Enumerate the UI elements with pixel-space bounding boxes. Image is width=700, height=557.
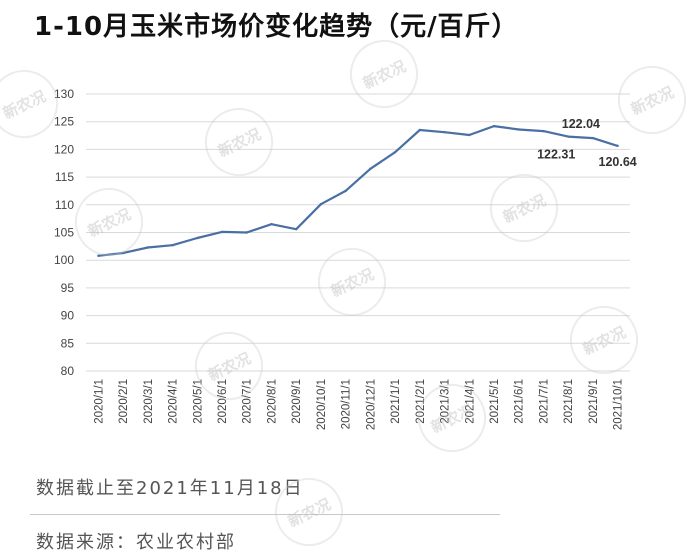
footer-divider [30, 514, 500, 515]
x-tick-label: 2020/10/1 [316, 379, 328, 430]
data-source-note: 数据来源：农业农村部 [36, 532, 236, 553]
y-tick-label: 100 [54, 253, 74, 267]
x-tick-label: 2020/1/1 [93, 379, 105, 424]
x-tick-label: 2021/8/1 [563, 379, 575, 424]
data-point [319, 203, 323, 206]
x-tick-label: 2020/7/1 [242, 379, 254, 424]
x-tick-label: 2021/7/1 [538, 379, 550, 424]
x-tick-label: 2021/3/1 [440, 379, 452, 424]
data-point [443, 131, 446, 134]
x-tick-label: 2021/10/1 [613, 379, 625, 430]
data-point [566, 135, 570, 138]
data-point [220, 230, 224, 234]
y-tick-label: 105 [54, 226, 74, 240]
y-tick-label: 80 [61, 364, 75, 378]
x-tick-label: 2020/2/1 [118, 379, 130, 424]
x-tick-label: 2020/12/1 [365, 379, 377, 430]
data-point [196, 236, 199, 240]
data-point [171, 244, 174, 247]
x-tick-label: 2021/1/1 [390, 379, 402, 424]
data-point [369, 167, 372, 170]
y-tick-label: 110 [55, 198, 74, 212]
x-tick-label: 2020/9/1 [291, 379, 303, 424]
y-tick-label: 120 [54, 142, 74, 156]
data-point [146, 246, 150, 249]
y-tick-label: 85 [61, 336, 75, 350]
y-tick-label: 115 [55, 170, 74, 184]
x-tick-label: 2020/11/1 [341, 379, 353, 429]
data-cutoff-note: 数据截止至2021年11月18日 [36, 478, 304, 499]
x-tick-label: 2020/6/1 [217, 379, 229, 424]
y-tick-label: 130 [54, 87, 74, 101]
x-tick-label: 2020/5/1 [192, 379, 204, 424]
x-tick-label: 2021/5/1 [489, 379, 501, 424]
x-tick-label: 2020/4/1 [168, 379, 180, 424]
data-label: 120.64 [599, 155, 637, 169]
data-point [393, 150, 397, 154]
data-label: 122.04 [562, 117, 600, 131]
data-point [542, 129, 545, 133]
y-tick-label: 95 [61, 281, 75, 295]
x-tick-label: 2021/6/1 [514, 379, 526, 424]
chart-title: 1-10月玉米市场价变化趋势（元/百斤） [34, 12, 519, 42]
y-tick-label: 125 [54, 115, 74, 129]
data-label: 122.31 [537, 148, 575, 162]
x-tick-label: 2021/4/1 [464, 379, 476, 424]
data-point [97, 254, 100, 257]
data-point [517, 128, 520, 131]
data-point [121, 251, 125, 255]
data-point [468, 133, 471, 137]
data-point [344, 189, 347, 193]
price-series-line [98, 124, 618, 257]
data-point [591, 136, 595, 140]
data-point [245, 231, 248, 234]
data-point [294, 227, 298, 231]
x-tick-label: 2021/9/1 [588, 379, 600, 424]
x-tick-label: 2021/2/1 [415, 379, 427, 424]
x-tick-label: 2020/8/1 [266, 379, 278, 424]
data-point [418, 128, 422, 132]
data-point [492, 124, 496, 128]
x-tick-label: 2020/3/1 [143, 379, 155, 424]
data-point [616, 144, 619, 148]
y-tick-label: 90 [61, 309, 75, 323]
data-point [270, 222, 273, 226]
